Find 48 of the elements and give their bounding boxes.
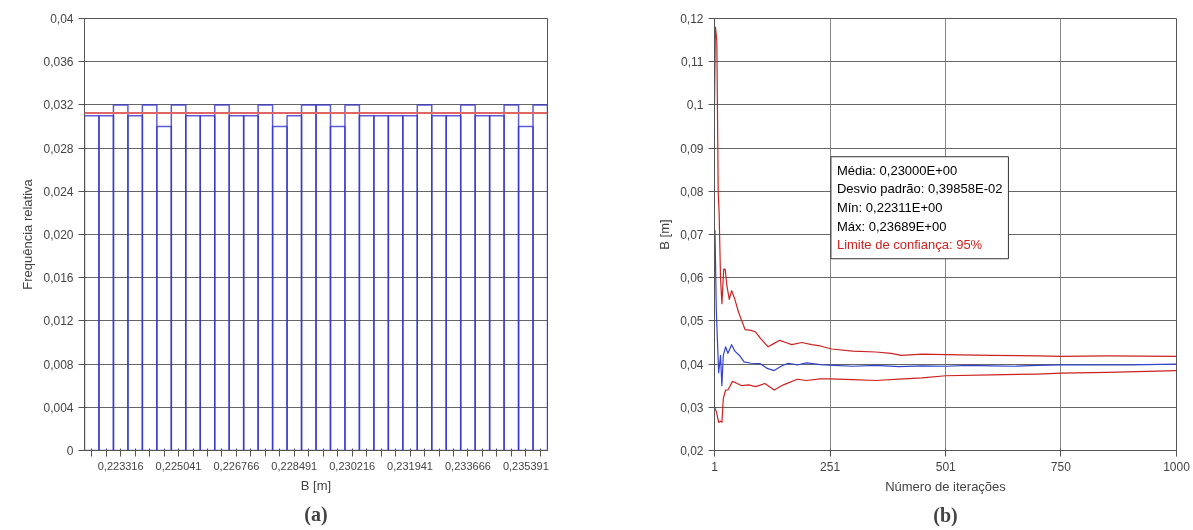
y-axis-title: Frequência relativa — [20, 178, 36, 290]
y-tick-label: 0,024 — [43, 184, 74, 199]
line-series — [714, 26, 1177, 357]
x-tick-label: 750 — [1050, 459, 1072, 474]
x-tick-label: 0,223316 — [97, 459, 144, 472]
x-tick-label: 0,235391 — [502, 459, 549, 472]
y-tick-label: 0,12 — [680, 12, 704, 26]
annotation: Mín: 0,22311E+00 — [836, 200, 943, 216]
y-tick-label: 0,08 — [680, 184, 704, 199]
y-tick-label: 0,012 — [43, 314, 74, 329]
x-tick-label: 0,230216 — [329, 459, 376, 472]
text: (a) — [304, 502, 328, 526]
y-axis-title: B [m] — [657, 219, 673, 250]
y-tick-label: 0,06 — [680, 271, 704, 286]
text: Limite de confiança: 95% — [836, 237, 983, 253]
y-tick-label: 0,09 — [680, 141, 704, 156]
annotation: Desvio padrão: 0,39858E-02 — [836, 181, 1003, 197]
y-tick-label: 0,03 — [680, 400, 704, 415]
x-tick-label: 1000 — [1163, 459, 1191, 474]
annotation: Máx: 0,23689E+00 — [836, 218, 947, 234]
x-tick-label: 251 — [820, 459, 841, 474]
y-tick-label: 0,04 — [680, 357, 704, 372]
x-tick-label: 0,226766 — [213, 459, 260, 472]
y-tick-label: 0,020 — [43, 228, 74, 242]
x-axis-title: B [m] — [300, 477, 332, 493]
y-tick-label: 0,02 — [680, 444, 704, 458]
text: (b) — [933, 503, 958, 527]
x-tick-label: 0,231941 — [387, 459, 434, 472]
y-tick-label: 0,028 — [43, 141, 74, 156]
y-tick-label: 0,11 — [681, 55, 704, 70]
line-series — [714, 369, 1177, 424]
y-tick-label: 0,016 — [43, 271, 74, 286]
x-tick-label: 1 — [711, 459, 719, 474]
y-tick-label: 0,07 — [680, 228, 704, 242]
x-tick-label: 0,233666 — [445, 459, 491, 472]
y-tick-label: 0,036 — [43, 55, 74, 70]
y-tick-label: 0 — [66, 444, 74, 458]
x-tick-label: 501 — [935, 459, 957, 474]
x-tick-label: 0,225041 — [155, 459, 202, 472]
annotation: Média: 0,23000E+00 — [836, 162, 958, 178]
y-tick-label: 0,1 — [686, 98, 704, 113]
y-tick-label: 0,004 — [43, 400, 74, 415]
y-tick-label: 0,008 — [43, 357, 74, 372]
y-tick-label: 0,032 — [43, 98, 74, 113]
x-tick-label: 0,228491 — [271, 459, 318, 472]
x-axis-title: Número de iterações — [885, 478, 1007, 494]
y-tick-label: 0,04 — [50, 12, 74, 26]
y-tick-label: 0,05 — [680, 314, 704, 329]
